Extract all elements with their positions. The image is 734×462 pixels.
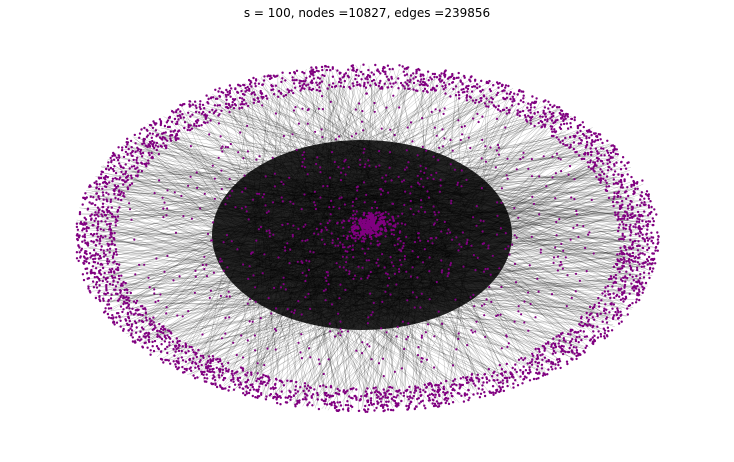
hub-cluster-nodes [347, 211, 397, 237]
inner-nodes [128, 92, 595, 378]
nodes-layer [75, 63, 660, 413]
figure-title: s = 100, nodes =10827, edges =239856 [243, 6, 491, 20]
graph-edges [76, 64, 657, 412]
